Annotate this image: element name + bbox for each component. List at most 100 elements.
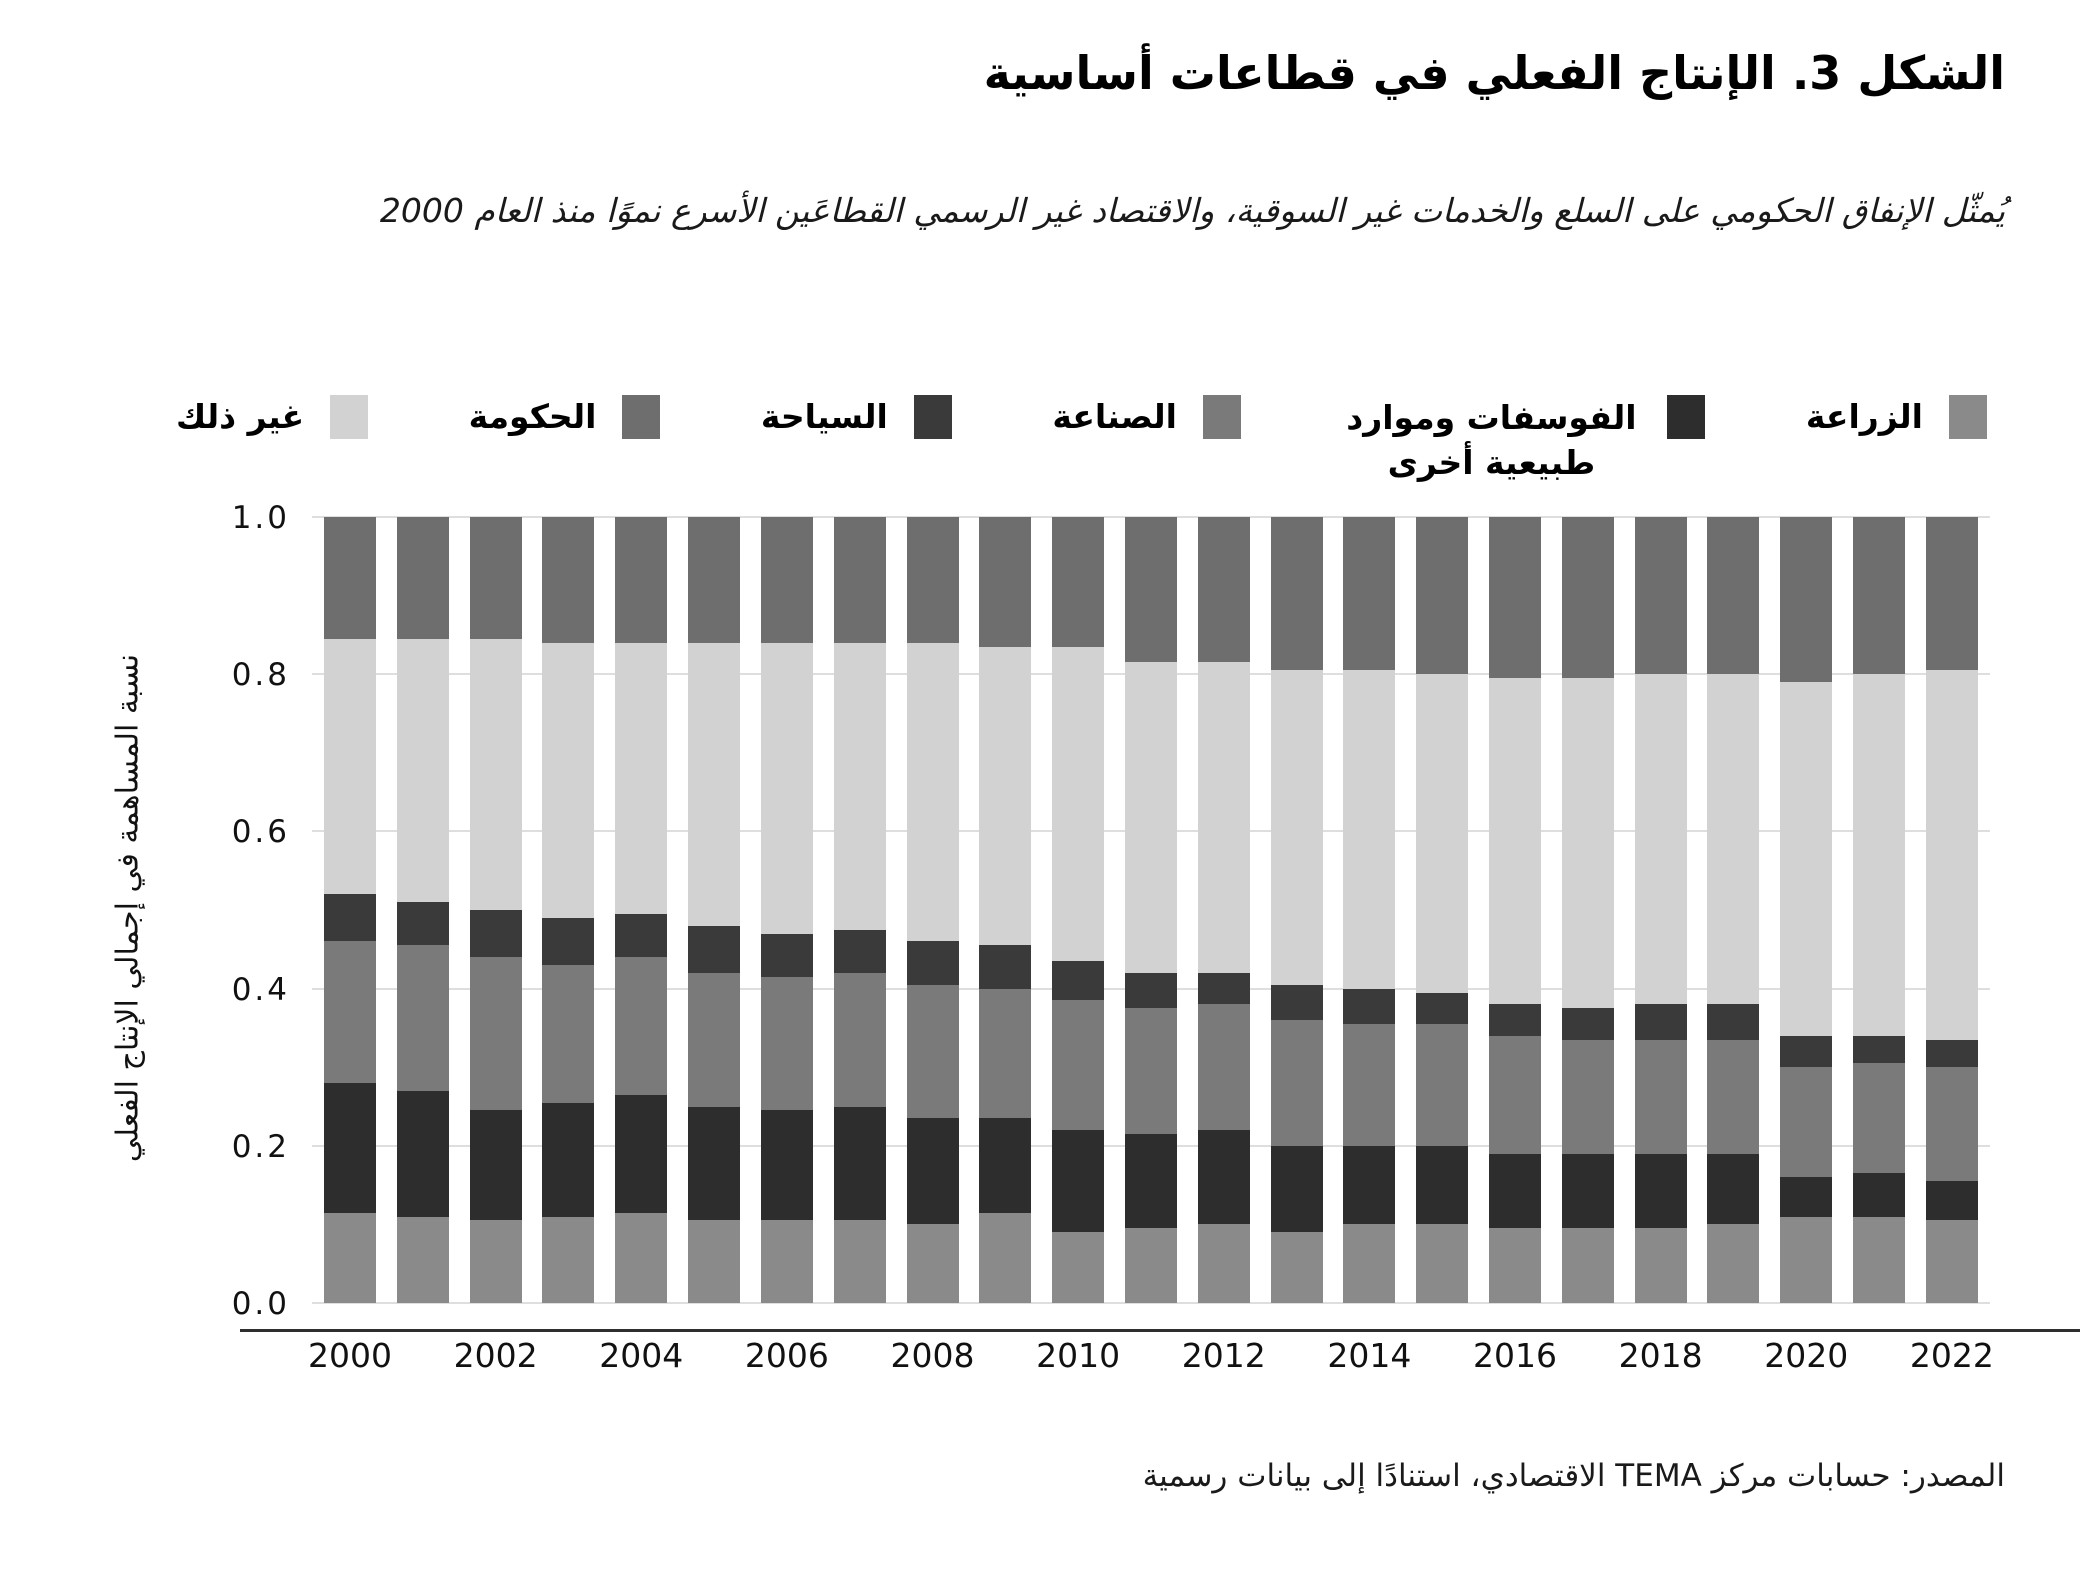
legend-label-government: الحكومة (468, 397, 597, 436)
bar-segment-other-2007 (833, 642, 886, 930)
bar-segment-industry-2017 (1561, 1039, 1614, 1154)
x-tick-label-2002: 2002 (453, 1336, 538, 1375)
legend-item-industry: الصناعة (1052, 394, 1241, 440)
bar-segment-tourism-2020 (1780, 1035, 1833, 1068)
bar-segment-agriculture-2012 (1197, 1224, 1250, 1303)
x-tick-empty-2011 (1125, 1336, 1177, 1375)
bar-segment-agriculture-2021 (1853, 1216, 1906, 1303)
bar-segment-tourism-2006 (760, 933, 813, 977)
bar-segment-other-2000 (324, 638, 376, 895)
bar-segment-industry-2010 (1052, 1000, 1105, 1131)
bar-segment-tourism-2001 (396, 902, 449, 946)
bar-2021 (1853, 517, 1906, 1303)
bar-2006 (760, 517, 813, 1303)
bar-segment-phosphates-natural-resources-2008 (906, 1118, 959, 1225)
bar-segment-other-2011 (1124, 662, 1177, 973)
bar-segment-government-2001 (396, 517, 449, 639)
figure-subtitle: يُمثّل الإنفاق الحكومي على السلع والخدما… (379, 191, 2005, 230)
x-tick-label-2004: 2004 (599, 1336, 684, 1375)
bar-segment-other-2022 (1925, 670, 1978, 1040)
bar-segment-government-2020 (1780, 517, 1833, 683)
bar-segment-tourism-2008 (906, 941, 959, 985)
bar-segment-other-2014 (1343, 670, 1396, 989)
bar-segment-government-2012 (1197, 517, 1250, 663)
bar-2018 (1634, 517, 1687, 1303)
bar-segment-phosphates-natural-resources-2009 (979, 1118, 1032, 1213)
legend-swatch-government (622, 395, 661, 439)
bar-segment-phosphates-natural-resources-2017 (1561, 1153, 1614, 1229)
y-tick-label-0.4: 0.4 (231, 971, 290, 1008)
bar-segment-industry-2005 (688, 972, 741, 1107)
bar-segment-tourism-2009 (979, 945, 1032, 989)
bar-segment-other-2001 (396, 638, 449, 903)
legend-label-tourism: السياحة (760, 397, 888, 436)
bar-segment-agriculture-2002 (469, 1220, 522, 1303)
bar-segment-phosphates-natural-resources-2006 (760, 1110, 813, 1221)
x-tick-label-2012: 2012 (1181, 1336, 1266, 1375)
bar-segment-industry-2015 (1416, 1023, 1469, 1146)
bar-segment-phosphates-natural-resources-2019 (1707, 1153, 1760, 1225)
bar-segment-phosphates-natural-resources-2016 (1489, 1153, 1541, 1229)
bar-segment-government-2005 (688, 517, 741, 643)
x-tick-empty-2009 (979, 1336, 1031, 1375)
bar-segment-agriculture-2015 (1416, 1224, 1469, 1303)
x-tick-label-2022: 2022 (1909, 1336, 1994, 1375)
bar-segment-phosphates-natural-resources-2007 (833, 1106, 886, 1221)
bar-segment-tourism-2012 (1197, 972, 1250, 1005)
legend-label-agriculture: الزراعة (1805, 397, 1923, 436)
bar-segment-industry-2002 (469, 957, 522, 1111)
bar-segment-agriculture-2016 (1489, 1228, 1541, 1303)
bar-segment-industry-2016 (1489, 1035, 1541, 1154)
bar-segment-tourism-2005 (688, 925, 741, 973)
x-tick-empty-2007 (834, 1336, 886, 1375)
bar-segment-industry-2020 (1780, 1067, 1833, 1178)
bar-segment-tourism-2018 (1634, 1004, 1687, 1040)
bar-segment-industry-2022 (1925, 1067, 1978, 1182)
bar-segment-other-2010 (1052, 646, 1105, 962)
bar-segment-government-2003 (542, 517, 595, 643)
bar-2000 (324, 517, 376, 1303)
bar-segment-other-2017 (1561, 678, 1614, 1009)
x-tick-label-2010: 2010 (1036, 1336, 1121, 1375)
bar-segment-government-2006 (760, 517, 813, 643)
bar-2013 (1270, 517, 1323, 1303)
bar-segment-agriculture-2022 (1925, 1220, 1978, 1303)
y-tick-label-1.0: 1.0 (231, 500, 290, 536)
bar-segment-government-2010 (1052, 517, 1105, 647)
x-tick-empty-2001 (397, 1336, 449, 1375)
x-tick-empty-2019 (1707, 1336, 1759, 1375)
x-tick-label-2006: 2006 (744, 1336, 829, 1375)
bar-segment-other-2002 (469, 638, 522, 911)
bar-2015 (1416, 517, 1469, 1303)
bar-segment-tourism-2000 (324, 894, 376, 942)
bar-segment-other-2005 (688, 642, 741, 926)
bar-2014 (1343, 517, 1396, 1303)
x-tick-empty-2021 (1853, 1336, 1905, 1375)
bar-segment-phosphates-natural-resources-2001 (396, 1090, 449, 1217)
legend-swatch-phosphates-natural-resources (1667, 395, 1706, 439)
bar-segment-other-2008 (906, 642, 959, 942)
x-tick-label-2000: 2000 (308, 1336, 392, 1375)
bar-segment-government-2022 (1925, 517, 1978, 671)
bar-segment-industry-2008 (906, 984, 959, 1119)
bar-segment-other-2015 (1416, 674, 1469, 993)
bar-segment-agriculture-2006 (760, 1220, 813, 1303)
bar-segment-government-2004 (615, 517, 668, 643)
bar-segment-agriculture-2013 (1270, 1232, 1323, 1303)
bar-segment-agriculture-2018 (1634, 1228, 1687, 1303)
bar-segment-tourism-2022 (1925, 1039, 1978, 1068)
bar-segment-other-2016 (1489, 678, 1541, 1005)
bar-segment-phosphates-natural-resources-2014 (1343, 1145, 1396, 1225)
legend-item-phosphates-natural-resources: الفوسفات وموارد طبيعية أخرى (1341, 394, 1706, 485)
bar-segment-agriculture-2019 (1707, 1224, 1760, 1303)
bar-segment-government-2007 (833, 517, 886, 643)
bar-segment-industry-2013 (1270, 1020, 1323, 1146)
bar-segment-industry-2007 (833, 972, 886, 1107)
bar-segment-government-2011 (1124, 517, 1177, 663)
bar-segment-agriculture-2008 (906, 1224, 959, 1303)
y-tick-label-0.8: 0.8 (231, 657, 290, 694)
gridline-0.0 (312, 1302, 1990, 1304)
bar-segment-industry-2011 (1124, 1008, 1177, 1135)
legend-swatch-agriculture (1949, 395, 1987, 439)
bar-segment-government-2008 (906, 517, 959, 643)
